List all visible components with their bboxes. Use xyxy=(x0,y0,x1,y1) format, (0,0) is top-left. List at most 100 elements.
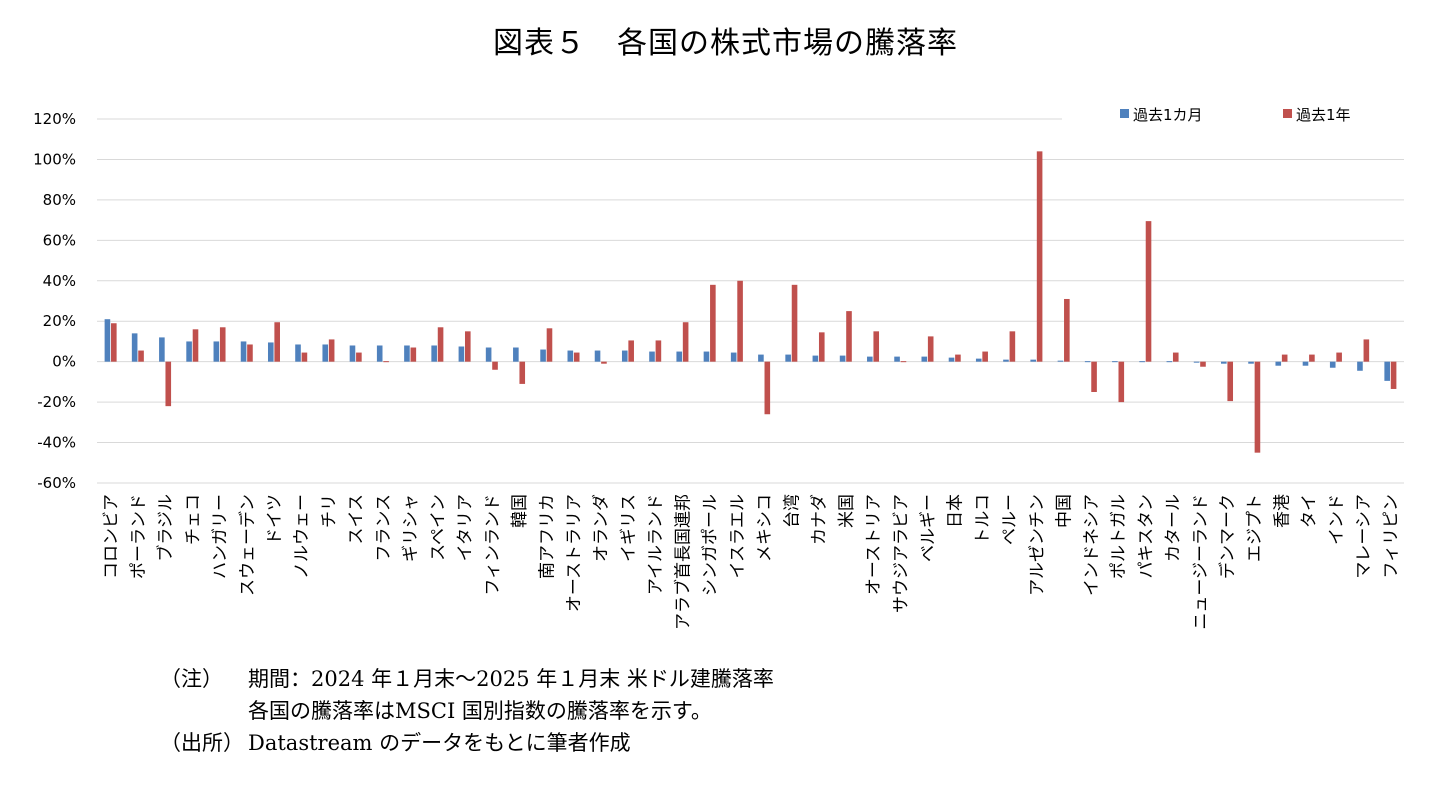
bar-year-1 xyxy=(138,350,144,362)
x-tick-label: コロンビア xyxy=(102,494,122,579)
bar-month-32 xyxy=(975,358,982,362)
bar-month-27 xyxy=(839,355,846,362)
bar-month-5 xyxy=(240,341,247,362)
bar-month-15 xyxy=(513,347,519,362)
x-tick-label: ペルー xyxy=(1000,494,1020,545)
x-tick-label: フィンランド xyxy=(483,494,503,596)
bar-year-13 xyxy=(464,331,471,362)
bar-month-13 xyxy=(458,346,465,362)
bar-month-39 xyxy=(1166,361,1173,363)
note-row-source: （出所） Datastream のデータをもとに筆者作成 xyxy=(160,727,774,759)
x-tick-label: デンマーク xyxy=(1217,494,1238,579)
x-tick-label: フィリピン xyxy=(1381,494,1401,579)
bar-year-35 xyxy=(1064,298,1070,362)
x-tick-label: イギリス xyxy=(619,494,639,562)
bar-year-22 xyxy=(710,284,716,362)
bar-year-33 xyxy=(1009,331,1016,362)
notes: （注） 期間：2024 年１月末～2025 年１月末 米ドル建騰落率 各国の騰落… xyxy=(160,663,774,759)
bar-month-44 xyxy=(1302,361,1309,366)
bar-month-38 xyxy=(1139,361,1145,363)
bar-month-22 xyxy=(703,351,710,362)
x-tick-label: チェコ xyxy=(183,494,203,545)
x-tick-label: オランダ xyxy=(592,494,612,562)
bar-year-46 xyxy=(1363,339,1370,362)
bar-year-10 xyxy=(383,361,389,363)
bar-year-44 xyxy=(1309,354,1315,362)
bar-year-27 xyxy=(846,311,852,362)
y-tick-label: -40% xyxy=(37,434,76,452)
bar-year-7 xyxy=(301,352,308,362)
note-text: 期間：2024 年１月末～2025 年１月末 米ドル建騰落率 xyxy=(248,667,774,691)
bar-year-20 xyxy=(655,340,662,362)
y-tick-label: -20% xyxy=(37,393,76,411)
bar-year-15 xyxy=(519,361,526,384)
bar-month-18 xyxy=(594,350,601,362)
bar-year-12 xyxy=(437,327,444,362)
bar-month-29 xyxy=(894,356,900,362)
bars xyxy=(104,151,1397,453)
x-tick-label: インド xyxy=(1327,494,1347,545)
bar-month-37 xyxy=(1112,361,1118,363)
bar-year-5 xyxy=(247,344,253,362)
x-tick-label: ノルウェー xyxy=(292,494,312,579)
x-tick-label: アイルランド xyxy=(646,494,666,595)
x-tick-label: カナダ xyxy=(810,494,830,545)
x-tick-label: ポルトガル xyxy=(1109,494,1129,579)
x-tick-label: 韓国 xyxy=(510,494,530,528)
bar-month-33 xyxy=(1003,359,1009,362)
bar-year-47 xyxy=(1390,361,1397,389)
x-tick-label: サウジアラビア xyxy=(891,494,911,613)
x-tick-label: オーストリア xyxy=(864,494,884,595)
y-tick-label: 100% xyxy=(33,150,76,168)
note-row-period: （注） 期間：2024 年１月末～2025 年１月末 米ドル建騰落率 xyxy=(160,663,774,695)
bar-month-36 xyxy=(1084,361,1091,363)
note-row-msci: 各国の騰落率はMSCI 国別指数の騰落率を示す。 xyxy=(160,695,774,727)
chart-title: 図表５ 各国の株式市場の騰落率 xyxy=(493,26,958,61)
bar-month-20 xyxy=(649,351,655,362)
bar-year-28 xyxy=(873,331,880,362)
bar-year-14 xyxy=(492,361,498,370)
y-tick-label: 60% xyxy=(43,231,76,249)
bar-year-18 xyxy=(601,361,607,364)
bar-year-39 xyxy=(1172,352,1179,362)
x-tick-label: タイ xyxy=(1300,494,1320,528)
bar-year-42 xyxy=(1254,361,1261,453)
x-tick-label: 日本 xyxy=(946,494,966,528)
x-tick-label: マレーシア xyxy=(1354,494,1374,579)
x-tick-label: カタール xyxy=(1164,494,1184,562)
x-tick-label: ブラジル xyxy=(155,494,176,562)
bar-year-16 xyxy=(546,328,553,362)
bar-month-4 xyxy=(213,341,220,362)
bar-month-19 xyxy=(621,350,628,362)
legend-label: 過去1カ月 xyxy=(1133,106,1203,124)
bar-year-37 xyxy=(1118,361,1125,403)
bar-year-0 xyxy=(111,323,117,362)
bar-year-8 xyxy=(328,339,335,362)
y-tick-label: 80% xyxy=(43,191,76,209)
note-label: （出所） xyxy=(160,731,244,755)
bar-month-2 xyxy=(159,337,165,362)
x-tick-label: インドネシア xyxy=(1082,494,1102,596)
bar-month-41 xyxy=(1221,361,1227,364)
x-tick-label: パキスタン xyxy=(1136,494,1156,579)
bar-year-34 xyxy=(1036,151,1043,362)
x-tick-label: シンガポール xyxy=(701,494,721,596)
bar-year-23 xyxy=(737,280,743,362)
bar-year-38 xyxy=(1145,221,1152,362)
bar-year-36 xyxy=(1091,361,1097,392)
bar-month-25 xyxy=(785,354,791,362)
note-text: Datastream のデータをもとに筆者作成 xyxy=(248,731,631,755)
bar-month-30 xyxy=(921,356,928,362)
bar-year-25 xyxy=(791,284,798,362)
bar-month-28 xyxy=(867,356,873,362)
bar-year-4 xyxy=(219,327,226,362)
bar-month-0 xyxy=(104,319,111,362)
bar-year-31 xyxy=(955,354,961,362)
bar-month-12 xyxy=(431,345,437,362)
bar-year-26 xyxy=(818,332,825,362)
bar-year-3 xyxy=(192,329,199,362)
x-tick-label: オーストラリア xyxy=(565,494,585,612)
bar-month-6 xyxy=(267,342,274,362)
bar-month-34 xyxy=(1030,359,1037,362)
bar-month-21 xyxy=(676,351,683,362)
